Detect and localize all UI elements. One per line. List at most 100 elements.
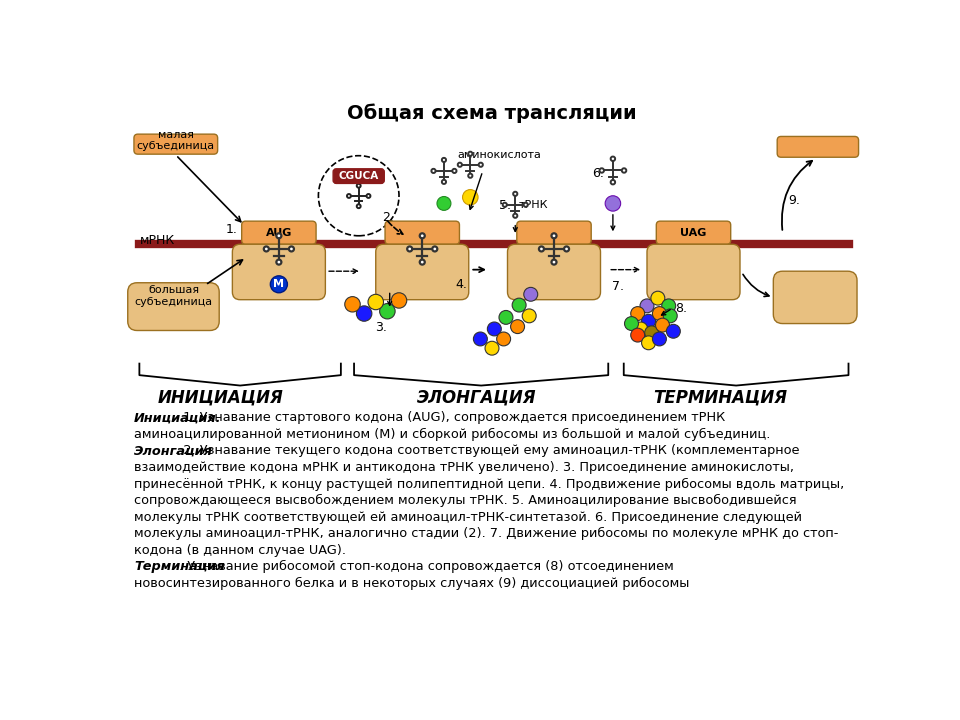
Circle shape: [524, 287, 538, 301]
Circle shape: [523, 203, 528, 207]
Circle shape: [485, 341, 499, 355]
Text: 1.: 1.: [226, 223, 237, 236]
FancyBboxPatch shape: [375, 244, 468, 300]
FancyBboxPatch shape: [333, 168, 384, 184]
Circle shape: [645, 326, 659, 340]
Text: 9.: 9.: [788, 194, 800, 207]
Text: новосинтезированного белка и в некоторых случаях (9) диссоциацией рибосомы: новосинтезированного белка и в некоторых…: [134, 577, 689, 590]
Text: Инициация.: Инициация.: [134, 411, 222, 424]
Circle shape: [356, 306, 372, 321]
Text: молекулы тРНК соответствующей ей аминоацил-тРНК-синтетазой. 6. Присоединение сле: молекулы тРНК соответствующей ей аминоац…: [134, 510, 802, 523]
Text: М: М: [274, 279, 284, 289]
Circle shape: [539, 246, 544, 251]
Circle shape: [514, 214, 517, 218]
Circle shape: [442, 158, 446, 162]
Circle shape: [661, 299, 676, 312]
Circle shape: [634, 322, 648, 336]
Text: Элонгация: Элонгация: [134, 444, 213, 457]
Text: . 2. Узнавание текущего кодона соответствующей ему аминоацил-тРНК (комплементарн: . 2. Узнавание текущего кодона соответст…: [175, 444, 800, 457]
Circle shape: [641, 336, 656, 350]
FancyBboxPatch shape: [647, 244, 740, 300]
Circle shape: [319, 156, 399, 235]
Circle shape: [641, 315, 656, 328]
Circle shape: [666, 324, 681, 338]
FancyBboxPatch shape: [774, 271, 857, 323]
Circle shape: [651, 291, 665, 305]
Circle shape: [653, 307, 666, 320]
Text: взаимодействие кодона мРНК и антикодона тРНК увеличено). 3. Присоединение аминок: взаимодействие кодона мРНК и антикодона …: [134, 461, 794, 474]
FancyBboxPatch shape: [516, 221, 591, 244]
Circle shape: [511, 320, 524, 333]
Text: Терминация: Терминация: [134, 560, 225, 573]
Circle shape: [631, 307, 645, 320]
Circle shape: [512, 298, 526, 312]
Text: ИНИЦИАЦИЯ: ИНИЦИАЦИЯ: [157, 388, 283, 406]
Circle shape: [379, 304, 396, 319]
Text: сопровождающееся высвобождением молекулы тРНК. 5. Аминоацилирование высвободивше: сопровождающееся высвобождением молекулы…: [134, 494, 797, 507]
Circle shape: [499, 310, 513, 324]
Text: ЭЛОНГАЦИЯ: ЭЛОНГАЦИЯ: [417, 388, 537, 406]
Circle shape: [631, 328, 645, 342]
Circle shape: [640, 299, 654, 312]
Text: 5.: 5.: [498, 199, 511, 212]
Circle shape: [551, 260, 557, 265]
Circle shape: [551, 233, 557, 238]
Circle shape: [276, 233, 281, 238]
Text: кодона (в данном случае UAG).: кодона (в данном случае UAG).: [134, 544, 346, 557]
Circle shape: [468, 174, 472, 178]
Circle shape: [347, 194, 351, 198]
Text: CGUCA: CGUCA: [339, 171, 379, 181]
FancyBboxPatch shape: [232, 244, 325, 300]
Circle shape: [625, 317, 638, 330]
Text: малая
субъединица: малая субъединица: [136, 130, 215, 151]
Circle shape: [368, 294, 383, 310]
FancyBboxPatch shape: [778, 137, 858, 157]
Circle shape: [458, 163, 462, 167]
Circle shape: [514, 192, 517, 196]
Circle shape: [432, 246, 438, 251]
Text: аминоацилированной метионином (М) и сборкой рибосомы из большой и малой субъедин: аминоацилированной метионином (М) и сбор…: [134, 428, 770, 441]
Text: 2.: 2.: [382, 211, 394, 224]
Circle shape: [496, 332, 511, 346]
Circle shape: [463, 189, 478, 205]
Circle shape: [605, 196, 621, 211]
Text: 4.: 4.: [455, 278, 468, 291]
Circle shape: [437, 197, 451, 210]
Text: тРНК: тРНК: [518, 200, 548, 210]
Circle shape: [488, 322, 501, 336]
Circle shape: [611, 156, 615, 161]
Circle shape: [468, 152, 472, 156]
Text: 7.: 7.: [612, 279, 624, 292]
Circle shape: [271, 276, 287, 293]
Text: AUG: AUG: [266, 228, 292, 238]
FancyBboxPatch shape: [128, 283, 219, 330]
Text: 6.: 6.: [592, 167, 605, 180]
Text: 8.: 8.: [675, 302, 687, 315]
Circle shape: [611, 180, 615, 184]
Text: . Узнавание рибосомой стоп-кодона сопровождается (8) отсоединением: . Узнавание рибосомой стоп-кодона сопров…: [180, 560, 674, 573]
Circle shape: [289, 246, 294, 251]
Circle shape: [564, 246, 569, 251]
Circle shape: [522, 309, 537, 323]
Text: ТЕРМИНАЦИЯ: ТЕРМИНАЦИЯ: [654, 388, 787, 406]
Circle shape: [503, 203, 507, 207]
Circle shape: [431, 168, 436, 173]
Text: молекулы аминоацил-тРНК, аналогично стадии (2). 7. Движение рибосомы по молекуле: молекулы аминоацил-тРНК, аналогично стад…: [134, 527, 838, 540]
FancyBboxPatch shape: [508, 244, 601, 300]
Text: UAG: UAG: [681, 228, 707, 238]
Circle shape: [653, 332, 666, 346]
Circle shape: [656, 318, 669, 332]
Text: мРНК: мРНК: [140, 233, 176, 246]
Circle shape: [473, 332, 488, 346]
Circle shape: [357, 184, 361, 188]
FancyBboxPatch shape: [242, 221, 316, 244]
Text: большая
субъединица: большая субъединица: [134, 285, 212, 307]
Circle shape: [442, 180, 446, 184]
Text: 3.: 3.: [375, 321, 388, 334]
FancyBboxPatch shape: [657, 221, 731, 244]
Circle shape: [407, 246, 412, 251]
Circle shape: [663, 309, 677, 323]
Circle shape: [420, 260, 424, 265]
Circle shape: [622, 168, 626, 173]
Circle shape: [479, 163, 483, 167]
